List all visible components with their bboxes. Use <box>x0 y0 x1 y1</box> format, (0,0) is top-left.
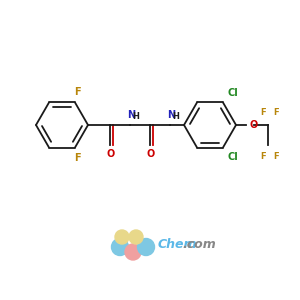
Text: F: F <box>260 108 266 117</box>
Text: O: O <box>249 120 257 130</box>
Text: F: F <box>273 152 279 161</box>
Text: F: F <box>260 152 266 161</box>
Text: F: F <box>273 108 279 117</box>
Text: Cl: Cl <box>228 88 239 98</box>
Text: Chem: Chem <box>158 238 197 251</box>
Text: F: F <box>74 152 80 163</box>
Circle shape <box>112 238 128 256</box>
Text: O: O <box>147 149 155 159</box>
Circle shape <box>129 230 143 244</box>
Circle shape <box>137 238 154 256</box>
Text: F: F <box>74 88 80 98</box>
Text: O: O <box>107 149 115 159</box>
Circle shape <box>115 230 129 244</box>
Text: H: H <box>172 112 179 121</box>
Text: H: H <box>133 112 140 121</box>
Text: N: N <box>167 110 175 120</box>
Text: N: N <box>127 110 135 120</box>
Circle shape <box>125 244 141 260</box>
Text: Cl: Cl <box>228 152 239 161</box>
Text: .com: .com <box>182 238 216 251</box>
